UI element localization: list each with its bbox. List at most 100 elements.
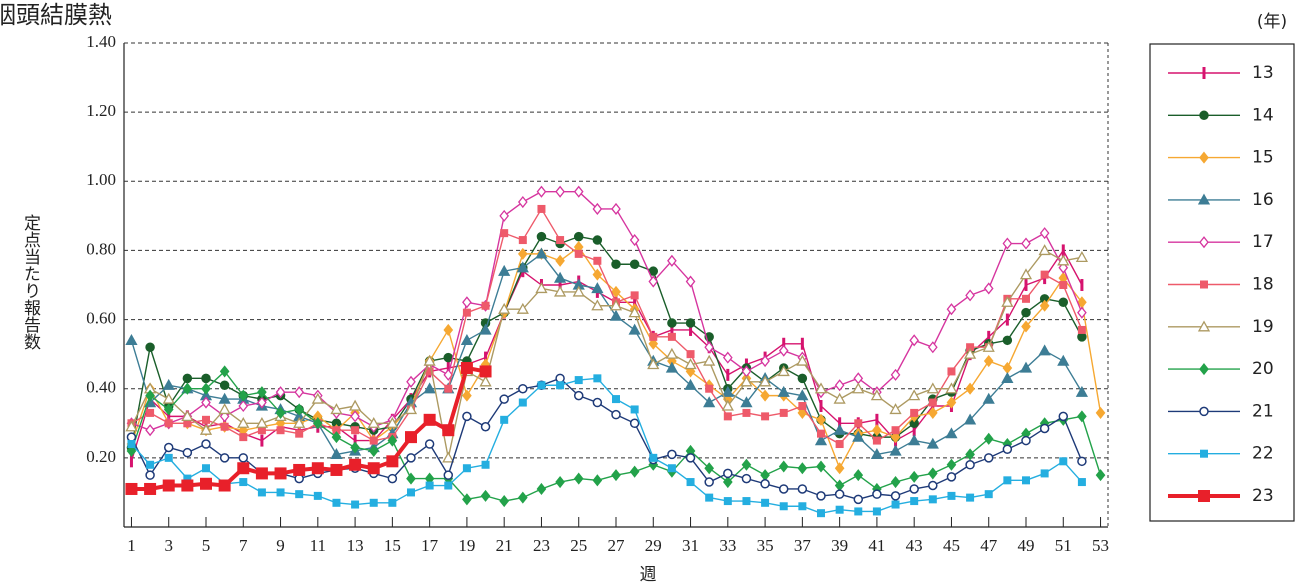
series <box>126 185 1087 437</box>
marker <box>705 493 714 502</box>
marker <box>1057 254 1070 266</box>
marker <box>722 476 733 489</box>
marker <box>686 350 695 359</box>
marker <box>444 384 453 393</box>
marker <box>572 285 585 297</box>
marker <box>670 323 674 336</box>
marker <box>890 368 901 381</box>
marker <box>834 379 845 392</box>
marker <box>129 455 133 468</box>
marker <box>649 453 658 462</box>
marker <box>162 392 175 404</box>
marker <box>443 352 454 363</box>
marker <box>349 458 362 471</box>
marker <box>218 403 231 415</box>
marker <box>965 382 975 395</box>
marker <box>1021 435 1031 446</box>
marker <box>275 386 286 399</box>
marker <box>481 301 490 310</box>
marker <box>311 392 324 404</box>
marker <box>630 291 639 300</box>
marker <box>592 202 603 215</box>
marker <box>536 185 547 198</box>
marker <box>1039 227 1050 240</box>
marker <box>852 382 865 394</box>
marker <box>499 394 509 404</box>
series <box>126 231 1087 453</box>
legend-label: 15 <box>1252 148 1274 168</box>
marker <box>819 400 823 412</box>
x-tick-label: 39 <box>831 536 848 555</box>
marker <box>1039 299 1050 312</box>
marker <box>798 402 807 410</box>
marker <box>778 484 789 494</box>
marker <box>983 432 994 445</box>
marker <box>1022 476 1030 485</box>
legend-title: (年) <box>1257 12 1287 32</box>
marker <box>164 419 173 428</box>
marker <box>1022 294 1030 303</box>
marker <box>667 449 677 460</box>
marker <box>368 444 379 457</box>
marker <box>684 378 697 390</box>
marker <box>257 386 267 399</box>
x-tick-label: 21 <box>496 536 513 555</box>
marker <box>726 368 730 381</box>
marker <box>555 185 565 198</box>
marker <box>257 488 266 497</box>
series <box>127 204 1086 449</box>
marker <box>593 374 602 383</box>
marker <box>484 351 488 364</box>
marker <box>909 470 920 483</box>
series-line <box>130 377 1083 514</box>
marker <box>312 417 323 430</box>
marker <box>295 490 304 499</box>
marker <box>239 478 248 487</box>
series <box>125 244 1089 463</box>
marker <box>367 416 380 428</box>
marker <box>704 462 715 475</box>
marker <box>740 375 753 387</box>
marker <box>800 337 804 350</box>
marker <box>1021 237 1031 250</box>
marker <box>183 419 192 428</box>
marker <box>591 282 604 294</box>
marker <box>872 436 881 445</box>
series-line <box>130 253 1083 456</box>
marker <box>555 476 565 489</box>
marker <box>1019 361 1033 373</box>
marker <box>629 234 640 247</box>
marker <box>667 318 677 328</box>
marker <box>444 481 453 490</box>
marker <box>1024 279 1028 291</box>
y-tick-label: 0.80 <box>86 239 116 258</box>
marker <box>1075 251 1089 262</box>
legend-label: 14 <box>1252 105 1274 125</box>
marker <box>369 436 378 445</box>
marker <box>741 458 752 471</box>
marker <box>1002 335 1013 346</box>
marker <box>294 386 305 399</box>
marker <box>816 491 826 501</box>
y-tick-label: 0.20 <box>86 447 116 466</box>
marker <box>295 429 304 438</box>
marker <box>633 296 637 309</box>
marker <box>1001 372 1014 383</box>
marker <box>853 372 864 385</box>
marker <box>872 489 882 499</box>
marker <box>200 477 212 490</box>
marker <box>199 423 213 435</box>
marker <box>742 408 751 417</box>
marker <box>665 347 679 359</box>
marker <box>685 318 696 328</box>
marker <box>574 249 583 258</box>
marker <box>870 448 884 460</box>
marker <box>963 347 977 359</box>
marker <box>592 397 603 408</box>
marker <box>1199 363 1209 376</box>
marker <box>1077 332 1087 342</box>
marker <box>833 392 846 404</box>
marker <box>350 441 360 454</box>
marker <box>331 431 342 444</box>
marker <box>1019 268 1033 280</box>
